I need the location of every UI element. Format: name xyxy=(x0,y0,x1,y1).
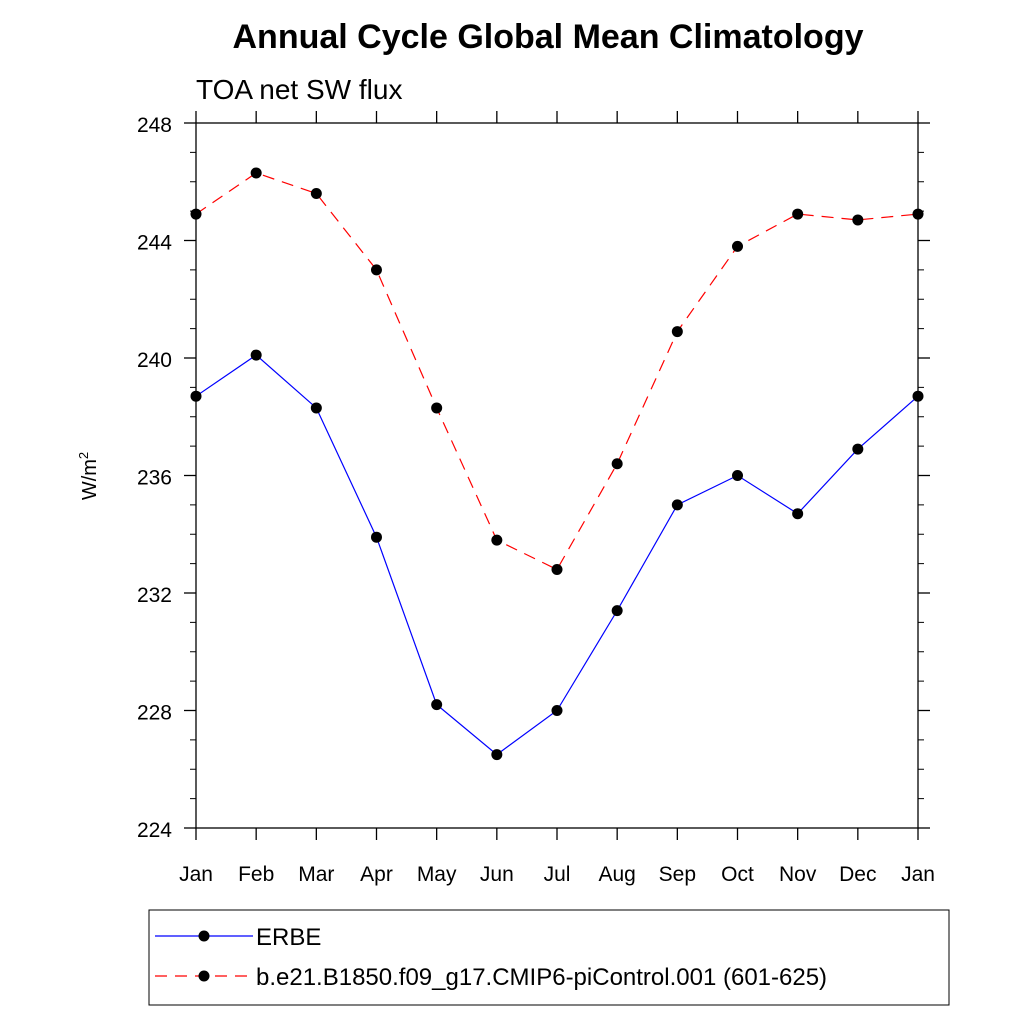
x-tick-label: Jul xyxy=(544,863,571,886)
series-0-point xyxy=(671,499,683,511)
y-tick-label: 240 xyxy=(137,349,172,372)
x-tick-label: Mar xyxy=(298,863,334,886)
series-1-point xyxy=(551,564,563,575)
series-0-point xyxy=(732,470,743,481)
x-tick-label: Aug xyxy=(598,863,635,886)
y-tick-label: 232 xyxy=(137,584,172,607)
y-tick-label: 236 xyxy=(137,467,172,490)
series-0-point xyxy=(912,390,924,402)
series-1-point xyxy=(491,534,503,546)
x-tick-label: Jun xyxy=(480,863,514,886)
chart-subtitle: TOA net SW flux xyxy=(196,74,402,105)
legend-marker-erbe xyxy=(198,930,210,942)
series-1-point xyxy=(431,402,443,414)
y-tick-label: 228 xyxy=(137,702,172,725)
y-axis: 224 228 232 236 240 244 248 xyxy=(137,114,930,842)
x-tick-label: Oct xyxy=(721,863,754,886)
series-line-1 xyxy=(195,172,919,571)
series-1-point xyxy=(310,188,322,199)
legend-label-model: b.e21.B1850.f09_g17.CMIP6-piControl.001 … xyxy=(256,964,827,991)
series-0-point xyxy=(250,349,262,361)
y-tick-label: 248 xyxy=(137,114,172,137)
series-layer xyxy=(190,167,924,761)
x-tick-label: Apr xyxy=(360,863,393,886)
series-0-point xyxy=(491,749,503,761)
x-tick-label: Jan xyxy=(901,863,935,886)
series-1-point xyxy=(671,326,683,338)
legend: ERBE b.e21.B1850.f09_g17.CMIP6-piControl… xyxy=(148,909,950,1006)
series-0-point xyxy=(431,699,443,711)
series-1-point xyxy=(852,214,864,226)
series-0-point xyxy=(852,443,864,455)
legend-box xyxy=(148,909,950,1006)
series-1-point xyxy=(912,208,924,220)
series-0-point xyxy=(371,531,382,543)
y-tick-label: 224 xyxy=(137,819,172,842)
series-1-point xyxy=(190,208,202,220)
x-axis: Jan Feb Mar Apr May Jun Jul Aug Sep Oct Nov Dec Jan xyxy=(179,111,935,886)
y-axis-label-sup: 2 xyxy=(76,452,91,459)
series-line-0 xyxy=(195,354,919,756)
x-tick-label: Sep xyxy=(659,863,696,886)
series-1-point xyxy=(732,240,743,252)
minor-ticks xyxy=(190,151,924,800)
chart-title: Annual Cycle Global Mean Climatology xyxy=(233,18,864,56)
series-0-point xyxy=(611,605,623,617)
y-tick-label: 244 xyxy=(137,232,172,255)
series-1-point xyxy=(792,208,804,220)
legend-label-erbe: ERBE xyxy=(256,924,321,951)
series-1-point xyxy=(371,264,382,276)
series-1-point xyxy=(611,458,623,470)
x-tick-label: May xyxy=(417,863,457,886)
y-axis-label-base: W/m xyxy=(79,459,101,500)
legend-marker-model xyxy=(198,970,210,982)
x-tick-label: Nov xyxy=(779,863,817,886)
series-0-point xyxy=(792,508,804,520)
series-0-point xyxy=(551,705,563,716)
plot-frame xyxy=(195,122,919,829)
x-tick-label: Dec xyxy=(839,863,876,886)
series-0-point xyxy=(190,390,202,402)
y-axis-label: W/m2 xyxy=(76,452,101,500)
x-tick-label: Jan xyxy=(179,863,213,886)
series-0-point xyxy=(310,402,322,414)
x-tick-label: Feb xyxy=(238,863,274,886)
series-1-point xyxy=(250,167,262,179)
